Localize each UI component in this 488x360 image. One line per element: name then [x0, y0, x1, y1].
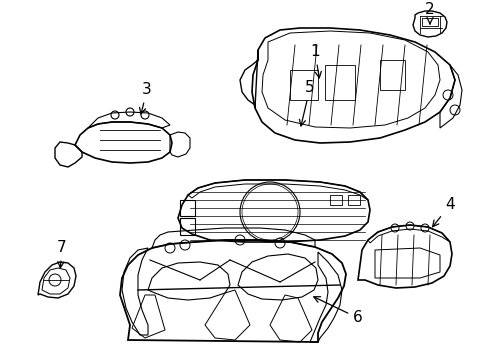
Text: 3: 3	[139, 82, 152, 114]
Bar	[325, 65, 354, 100]
Text: 2: 2	[425, 3, 434, 24]
Text: 6: 6	[313, 297, 362, 325]
Text: 7: 7	[57, 240, 67, 268]
Text: 1: 1	[309, 45, 321, 78]
Bar	[289, 70, 317, 100]
Text: 4: 4	[432, 198, 454, 227]
Text: 5: 5	[299, 81, 314, 126]
Bar	[379, 60, 404, 90]
